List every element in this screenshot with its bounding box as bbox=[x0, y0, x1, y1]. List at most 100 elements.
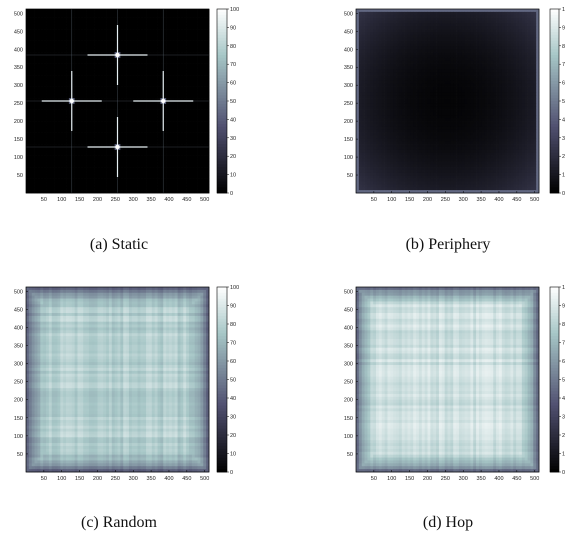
heatmap-cell bbox=[31, 11, 35, 16]
heatmap-cell bbox=[60, 101, 64, 105]
colorbar-segment bbox=[217, 37, 227, 42]
heatmap-cell bbox=[527, 9, 531, 13]
heatmap-cell bbox=[28, 135, 33, 139]
heatmap-cell bbox=[51, 63, 55, 67]
heatmap-cell bbox=[160, 138, 164, 142]
heatmap-cell bbox=[527, 14, 531, 18]
heatmap-cell bbox=[154, 78, 158, 82]
heatmap-cell bbox=[146, 164, 150, 168]
heatmap-cell bbox=[131, 141, 136, 145]
heatmap-cell bbox=[66, 75, 70, 79]
heatmap-cell bbox=[60, 29, 64, 33]
heatmap-cell bbox=[183, 80, 187, 85]
heatmap-cell bbox=[68, 75, 73, 79]
heatmap-cell bbox=[151, 34, 156, 39]
heatmap-cell bbox=[148, 121, 153, 125]
heatmap-cell bbox=[80, 184, 84, 188]
heatmap-cell bbox=[88, 141, 93, 145]
heatmap-cell bbox=[31, 181, 35, 185]
heatmap-cell bbox=[48, 172, 53, 177]
heatmap-cell bbox=[496, 26, 500, 30]
heatmap-cell bbox=[510, 37, 514, 41]
heatmap-cell bbox=[126, 57, 130, 62]
heatmap-cell bbox=[126, 149, 130, 154]
heatmap-cell bbox=[68, 92, 73, 96]
heatmap-cell bbox=[46, 78, 50, 82]
heatmap-cell bbox=[108, 172, 113, 177]
heatmap-cell bbox=[364, 20, 368, 24]
heatmap-cell bbox=[378, 32, 383, 36]
heatmap-cell bbox=[40, 184, 44, 188]
heatmap-cell bbox=[26, 103, 30, 108]
heatmap-cell bbox=[381, 32, 385, 36]
heatmap-cell bbox=[461, 17, 466, 21]
heatmap-cell bbox=[88, 190, 93, 194]
heatmap-cell bbox=[433, 20, 437, 24]
heatmap-cell bbox=[40, 92, 44, 96]
heatmap-cell bbox=[200, 29, 204, 33]
heatmap-cell bbox=[80, 181, 84, 185]
heatmap-cell bbox=[481, 11, 486, 16]
heatmap-cell bbox=[94, 78, 98, 82]
heatmap-cell bbox=[180, 132, 184, 136]
heatmap-cell bbox=[376, 32, 380, 36]
heatmap-cell bbox=[63, 98, 67, 102]
heatmap-cell bbox=[43, 101, 47, 105]
heatmap-cell bbox=[191, 78, 196, 82]
heatmap-cell bbox=[60, 121, 64, 125]
heatmap-cell bbox=[373, 11, 377, 16]
heatmap-cell bbox=[160, 152, 164, 156]
heatmap-cell bbox=[507, 32, 511, 36]
heatmap-cell bbox=[183, 66, 187, 70]
heatmap-cell bbox=[387, 32, 391, 36]
heatmap-cell bbox=[166, 175, 170, 179]
heatmap-cell bbox=[137, 40, 141, 44]
heatmap-cell bbox=[146, 55, 150, 59]
colorbar-segment bbox=[217, 26, 227, 30]
heatmap-cell bbox=[134, 32, 138, 36]
heatmap-cell bbox=[128, 181, 133, 185]
heatmap-cell bbox=[148, 57, 153, 62]
heatmap-cell bbox=[163, 43, 167, 47]
heatmap-cell bbox=[131, 98, 136, 102]
heatmap-cell bbox=[154, 118, 158, 122]
heatmap-cell bbox=[143, 161, 147, 165]
heatmap-cell bbox=[57, 190, 61, 194]
heatmap-cell bbox=[370, 40, 374, 44]
heatmap-cell bbox=[188, 46, 193, 50]
heatmap-cell bbox=[393, 26, 397, 30]
heatmap-cell bbox=[46, 172, 50, 177]
heatmap-cell bbox=[154, 155, 158, 159]
heatmap-cell bbox=[128, 40, 133, 44]
heatmap-cell bbox=[166, 187, 170, 191]
heatmap-cell bbox=[163, 155, 167, 159]
heatmap-cell bbox=[60, 138, 64, 142]
heatmap-cell bbox=[66, 34, 70, 39]
heatmap-cell bbox=[103, 101, 107, 105]
heatmap-cell bbox=[111, 126, 115, 131]
heatmap-cell bbox=[427, 32, 431, 36]
heatmap-cell bbox=[63, 34, 67, 39]
heatmap-cell bbox=[516, 32, 520, 36]
heatmap-cell bbox=[114, 37, 118, 41]
heatmap-cell bbox=[163, 80, 167, 85]
heatmap-cell bbox=[188, 147, 193, 151]
heatmap-cell bbox=[134, 172, 138, 177]
heatmap-cell bbox=[40, 175, 44, 179]
heatmap-cell bbox=[154, 43, 158, 47]
heatmap-cell bbox=[373, 26, 377, 30]
heatmap-cell bbox=[131, 86, 136, 90]
heatmap-cell bbox=[117, 17, 121, 21]
heatmap-cell bbox=[516, 23, 520, 27]
heatmap-cell bbox=[54, 149, 58, 154]
heatmap-cell bbox=[83, 124, 87, 128]
heatmap-cell bbox=[31, 23, 35, 27]
heatmap-cell bbox=[160, 92, 164, 96]
heatmap-cell bbox=[74, 26, 78, 30]
heatmap-cell bbox=[54, 83, 58, 87]
heatmap-cell bbox=[174, 17, 178, 21]
heatmap-cell bbox=[518, 29, 523, 33]
heatmap-cell bbox=[188, 40, 193, 44]
heatmap-cell bbox=[120, 155, 124, 159]
heatmap-cell bbox=[131, 109, 136, 113]
